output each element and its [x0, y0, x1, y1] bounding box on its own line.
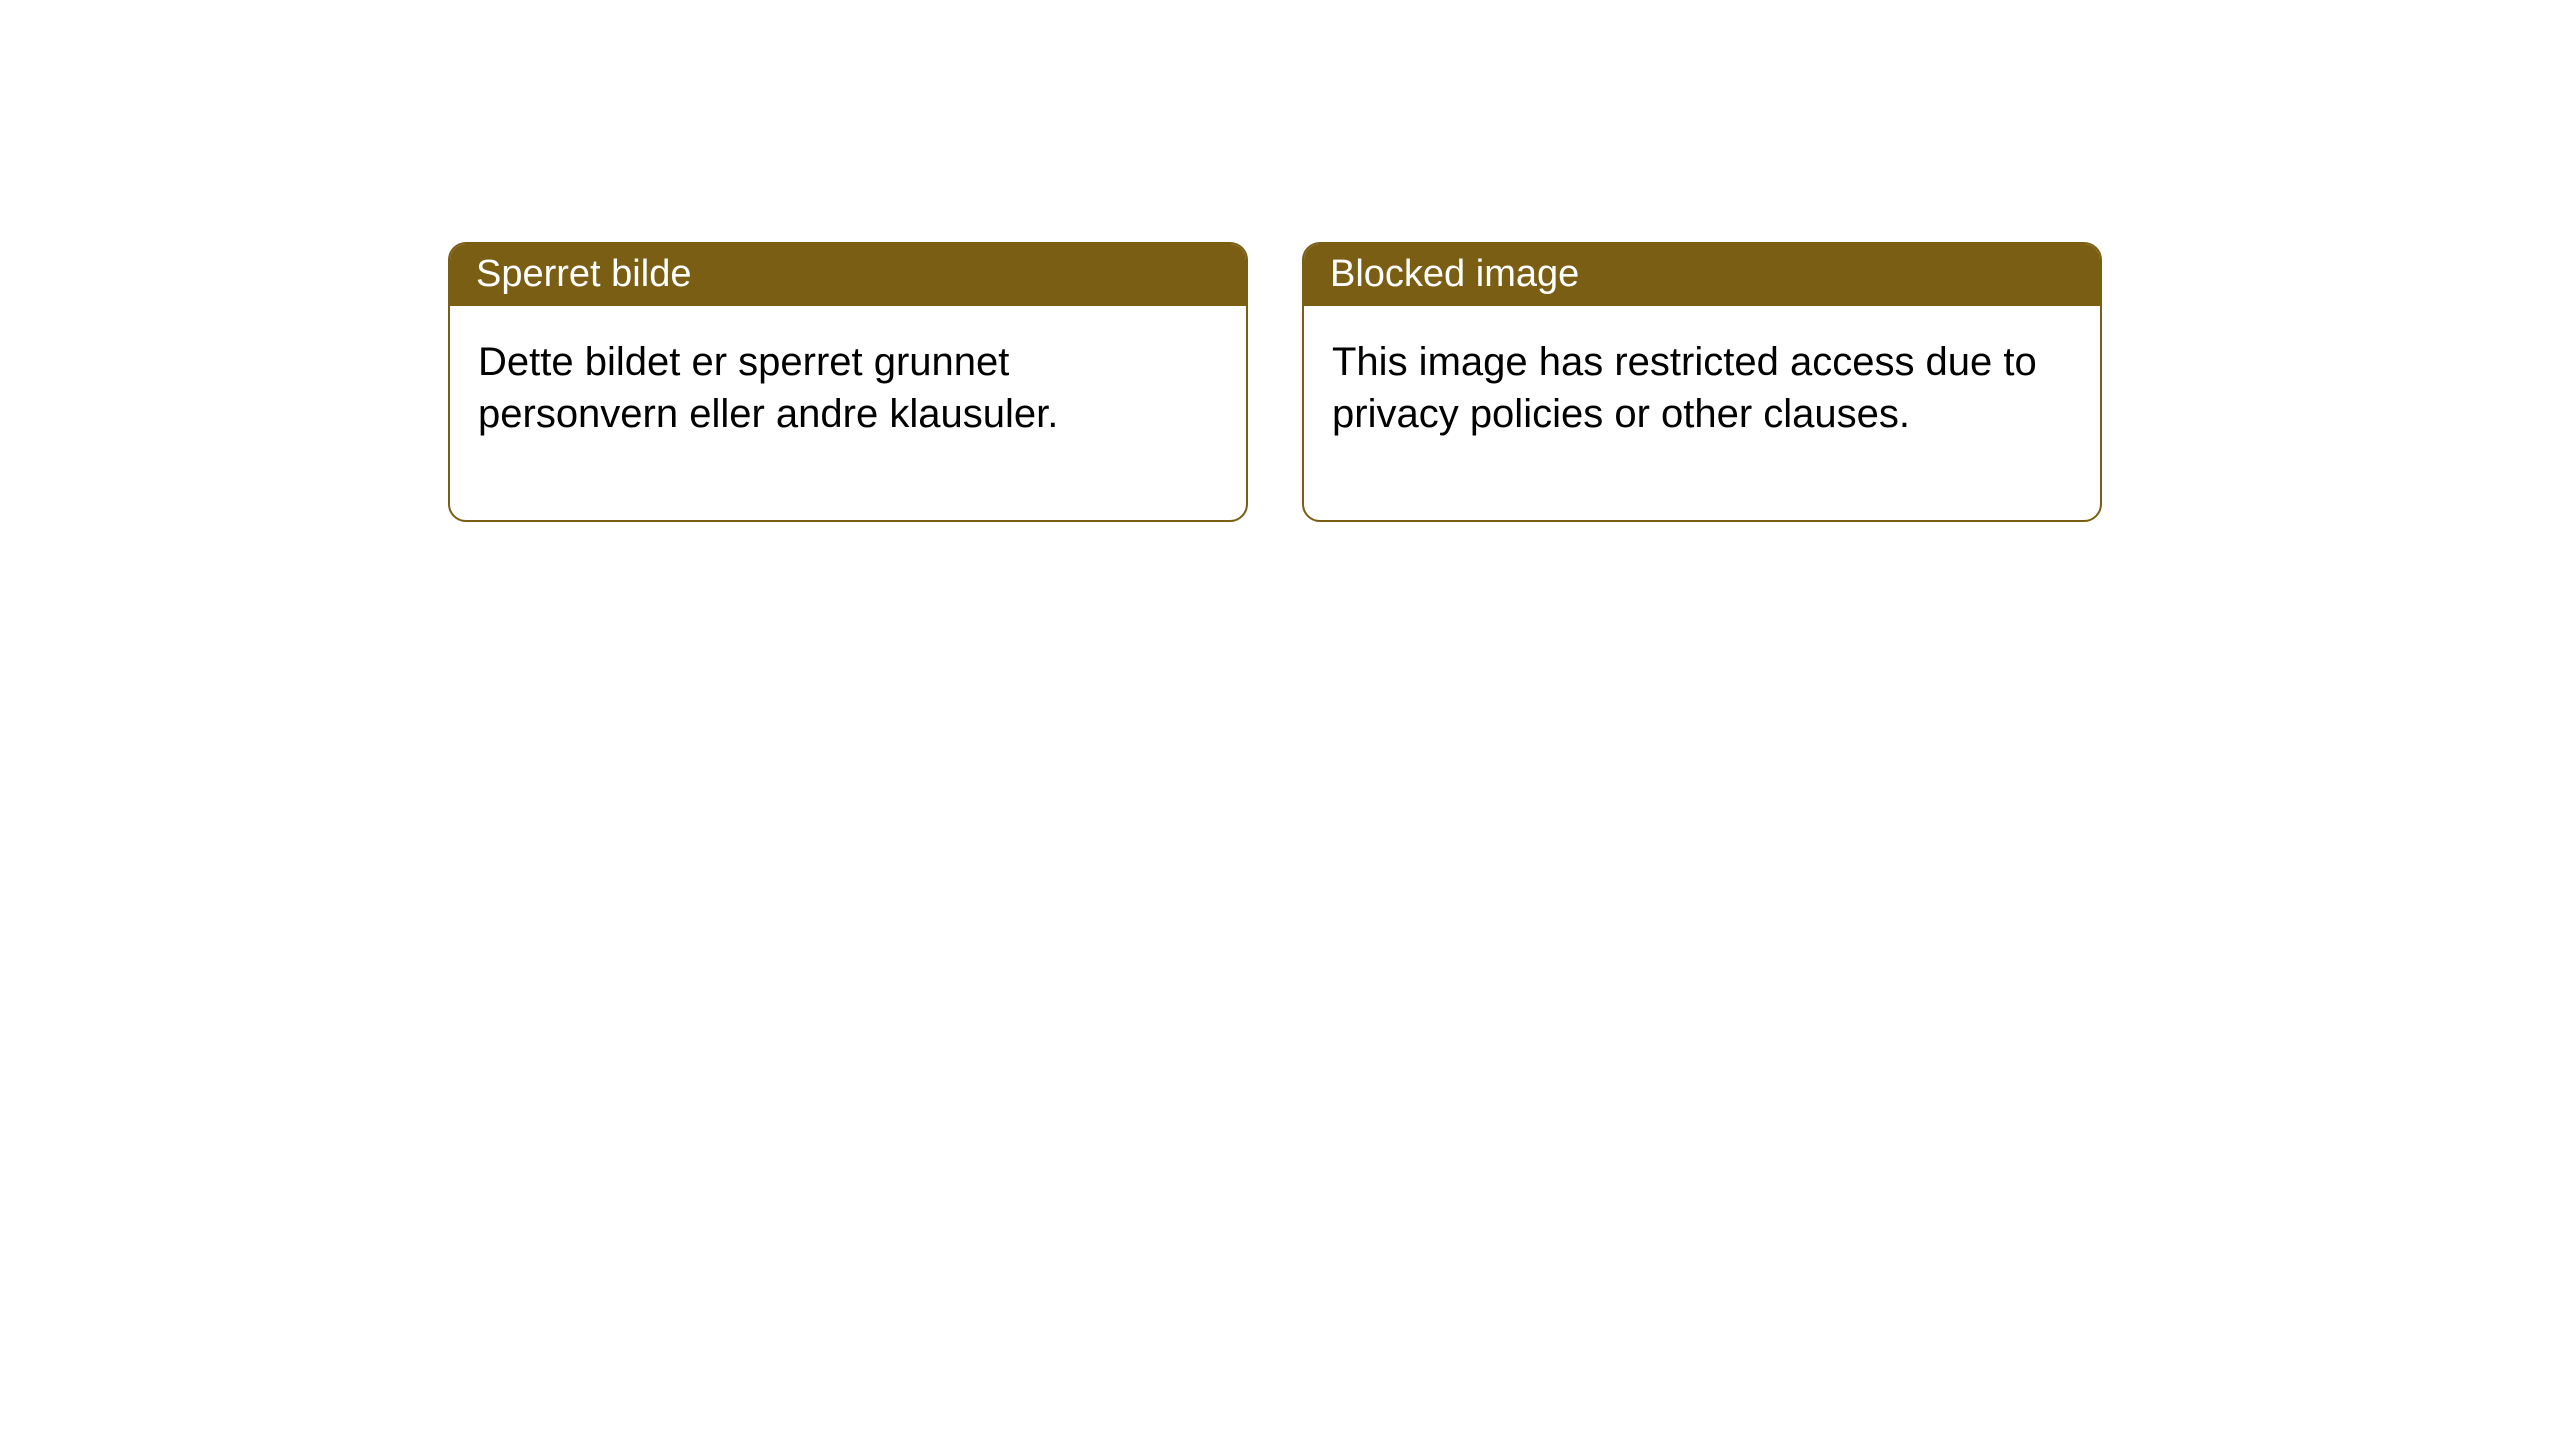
blocked-image-card-norwegian: Sperret bilde Dette bildet er sperret gr… — [448, 242, 1248, 522]
card-title: Blocked image — [1330, 253, 1579, 295]
blocked-image-card-english: Blocked image This image has restricted … — [1302, 242, 2102, 522]
notice-cards-container: Sperret bilde Dette bildet er sperret gr… — [0, 0, 2560, 522]
card-title: Sperret bilde — [476, 253, 691, 295]
card-body-text: Dette bildet er sperret grunnet personve… — [478, 340, 1058, 436]
card-header: Sperret bilde — [450, 244, 1246, 306]
card-body: This image has restricted access due to … — [1304, 306, 2100, 520]
card-header: Blocked image — [1304, 244, 2100, 306]
card-body-text: This image has restricted access due to … — [1332, 340, 2037, 436]
card-body: Dette bildet er sperret grunnet personve… — [450, 306, 1246, 520]
